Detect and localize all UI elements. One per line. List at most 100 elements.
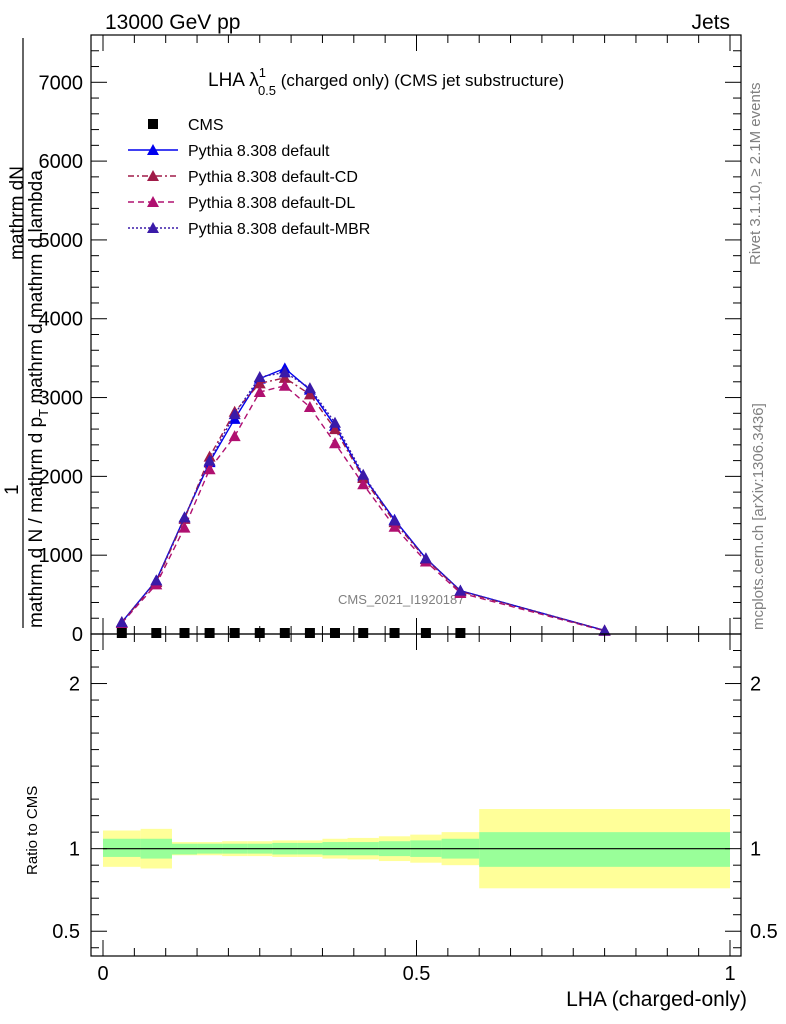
data-point bbox=[358, 628, 369, 638]
data-point bbox=[328, 416, 341, 428]
main-ylabel: 1 mathrm dN mathrm d N / mathrm d pT mat… bbox=[2, 38, 51, 628]
legend-label: Pythia 8.308 default-DL bbox=[188, 195, 355, 212]
ratio-ytick-label: 2 bbox=[69, 674, 80, 696]
data-point bbox=[303, 382, 316, 394]
ylabel-den3: mathrm d bbox=[26, 323, 47, 409]
data-point bbox=[253, 386, 266, 398]
title-main: LHA λ bbox=[208, 70, 259, 91]
ylabel-one: 1 bbox=[2, 484, 23, 495]
main-ytick-label: 4000 bbox=[39, 309, 84, 331]
legend-marker bbox=[147, 170, 159, 181]
ylabel-numerator: mathrm dN bbox=[7, 166, 28, 260]
data-point bbox=[178, 511, 191, 523]
x-tick-label: 0 bbox=[97, 963, 108, 985]
ratio-ytick-label-right: 1 bbox=[750, 839, 761, 861]
legend-marker bbox=[147, 144, 159, 155]
main-panel: 0 1000 2000 3000 4000 5000 6000 7000 bbox=[39, 35, 741, 646]
data-point bbox=[303, 401, 316, 413]
band-inner bbox=[479, 832, 730, 867]
data-point bbox=[278, 379, 291, 391]
ratio-ytick-label-right: 0.5 bbox=[750, 921, 778, 943]
header-left: 13000 GeV pp bbox=[105, 11, 240, 34]
ylabel-num2: N bbox=[7, 166, 28, 180]
legend-label: Pythia 8.308 default-CD bbox=[188, 169, 358, 186]
data-point bbox=[179, 628, 190, 638]
mcplots-label: mcplots.cern.ch [arXiv:1306.3436] bbox=[750, 403, 767, 630]
data-point bbox=[116, 628, 127, 638]
title-sub: 0.5 bbox=[258, 83, 276, 98]
data-point bbox=[357, 478, 370, 490]
data-point bbox=[303, 388, 316, 400]
data-point bbox=[420, 628, 431, 638]
data-point bbox=[151, 628, 162, 638]
ratio-frame bbox=[90, 633, 742, 957]
data-point bbox=[204, 628, 215, 638]
legend-label: CMS bbox=[188, 117, 224, 134]
main-ytick-label: 7000 bbox=[39, 72, 84, 94]
data-point bbox=[357, 468, 370, 480]
data-point bbox=[150, 574, 163, 586]
main-ytick-label: 1000 bbox=[39, 545, 84, 567]
ratio-ytick-label-right: 2 bbox=[750, 674, 761, 696]
x-tick-label: 0.5 bbox=[403, 963, 431, 985]
title-rest: (charged only) (CMS jet substructure) bbox=[276, 71, 564, 90]
ylabel-den: mathrm d N / mathrm d p bbox=[26, 417, 47, 628]
series-3 bbox=[115, 379, 611, 636]
data-point bbox=[253, 377, 266, 389]
data-point bbox=[229, 628, 240, 638]
legend-label: Pythia 8.308 default bbox=[188, 143, 330, 160]
data-point bbox=[178, 521, 191, 533]
data-point bbox=[228, 430, 241, 442]
data-point bbox=[203, 463, 216, 475]
main-ytick-label: 3000 bbox=[39, 388, 84, 410]
rivet-label: Rivet 3.1.10, ≥ 2.1M events bbox=[747, 83, 764, 266]
series-0 bbox=[116, 628, 466, 638]
main-ytick-label: 6000 bbox=[39, 151, 84, 173]
ylabel-den4: mathrm d lambda bbox=[26, 170, 47, 324]
data-point bbox=[388, 514, 401, 526]
ratio-ytick-label: 0.5 bbox=[52, 921, 80, 943]
data-point bbox=[419, 552, 432, 564]
ylabel-num: mathrm d bbox=[7, 180, 28, 260]
header-right: Jets bbox=[691, 11, 730, 34]
data-point bbox=[454, 584, 467, 596]
band-inner bbox=[103, 838, 141, 857]
data-point bbox=[278, 371, 291, 383]
main-ytick-label: 5000 bbox=[39, 230, 84, 252]
ylabel-denominator: mathrm d N / mathrm d pT mathrm d mathrm… bbox=[26, 170, 51, 628]
main-ytick-label: 0 bbox=[72, 624, 83, 646]
ylabel-den2: T bbox=[36, 409, 51, 417]
legend-marker bbox=[148, 119, 158, 129]
plot-title: LHA λ1 0.5 (charged only) (CMS jet substr… bbox=[208, 65, 564, 98]
legend: CMS Pythia 8.308 default Pythia 8.308 defa… bbox=[128, 117, 370, 238]
main-ytick-label: 2000 bbox=[39, 466, 84, 488]
data-point bbox=[304, 628, 315, 638]
legend-marker bbox=[147, 222, 159, 233]
analysis-watermark: CMS_2021_I1920187 bbox=[338, 592, 465, 607]
data-point bbox=[455, 628, 466, 638]
legend-marker bbox=[147, 196, 159, 207]
series-line bbox=[121, 371, 605, 632]
data-point bbox=[389, 628, 400, 638]
ratio-ylabel: Ratio to CMS bbox=[24, 786, 41, 875]
data-point bbox=[598, 624, 611, 636]
title-sup: 1 bbox=[259, 65, 266, 80]
ratio-panel: 0.5 0.5 1 1 2 2 0 0.5 1 bbox=[52, 634, 778, 985]
data-point bbox=[388, 520, 401, 532]
data-point bbox=[328, 437, 341, 449]
data-point bbox=[279, 628, 290, 638]
x-axis-label: LHA (charged-only) bbox=[566, 988, 747, 1011]
data-point bbox=[253, 371, 266, 383]
data-point bbox=[115, 616, 128, 628]
data-point bbox=[329, 628, 340, 638]
data-point bbox=[254, 628, 265, 638]
data-point bbox=[228, 408, 241, 420]
x-tick-label: 1 bbox=[724, 963, 735, 985]
ratio-ytick-label: 1 bbox=[69, 839, 80, 861]
data-point bbox=[278, 366, 291, 378]
data-point bbox=[328, 423, 341, 435]
data-point bbox=[203, 454, 216, 466]
legend-label: Pythia 8.308 default-MBR bbox=[188, 221, 370, 238]
series-4 bbox=[115, 366, 611, 636]
